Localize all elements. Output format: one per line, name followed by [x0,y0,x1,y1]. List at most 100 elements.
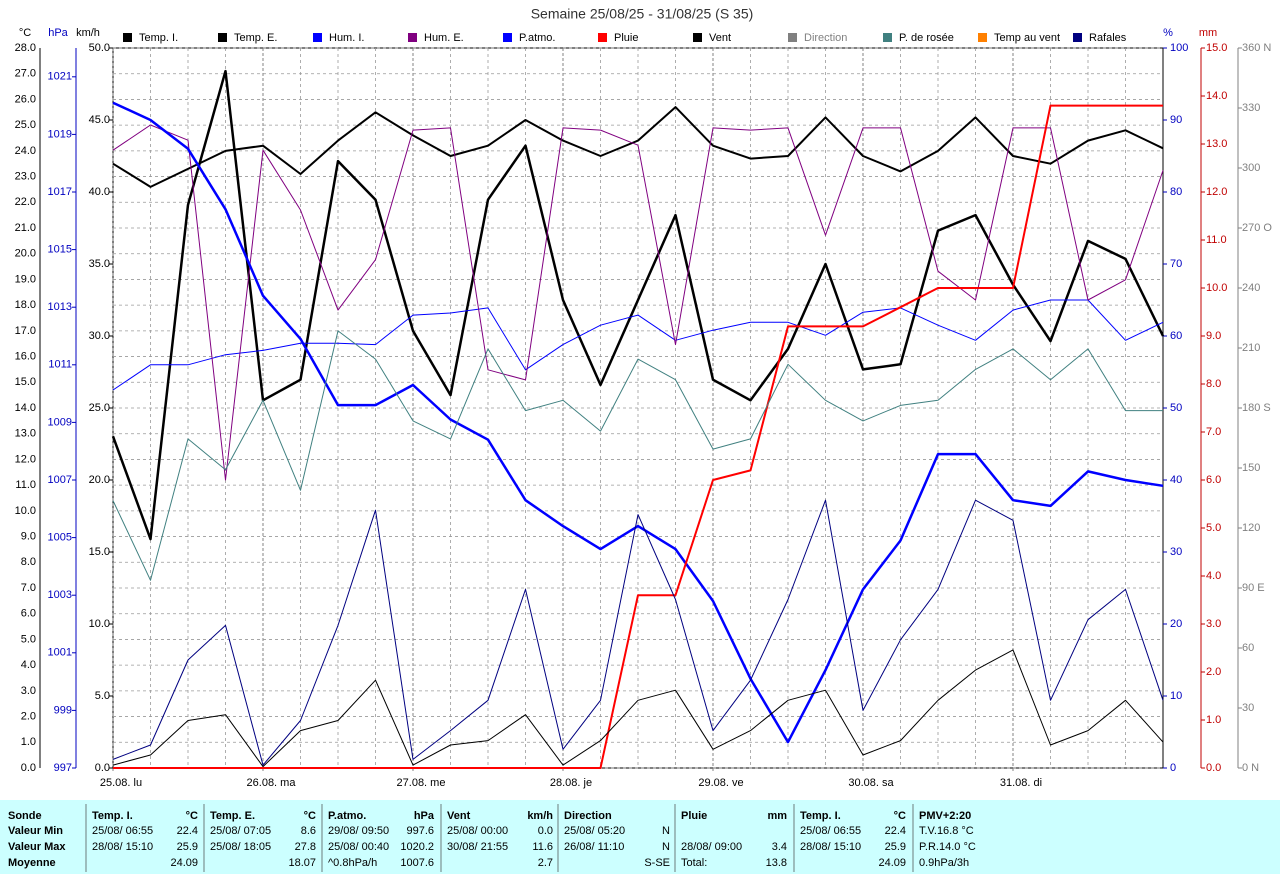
y-tick-label: 22.0 [15,196,36,208]
x-tick-label: 31.08. di [1000,777,1042,789]
legend-label: Temp. E. [234,32,277,44]
cell: T.V.16.8 °C [919,825,974,837]
cell: 22.4 [885,825,906,837]
y-tick-label: 2.0 [21,710,36,722]
cell: 1007.6 [400,857,434,869]
cell: 25.9 [885,841,906,853]
column-title: Temp. I. [800,810,841,822]
cell: 18.07 [288,857,316,869]
y-tick-label: 11.0 [15,479,36,491]
y-tick-label: 5.0 [1206,522,1221,534]
x-tick-label: 25.08. lu [100,777,142,789]
y-tick-label: 0 N [1242,762,1259,774]
y-tick-label: 50.0 [89,42,110,54]
y-tick-label: 30 [1242,702,1254,714]
y-tick-label: 30.0 [89,330,110,342]
legend-swatch [1073,33,1082,42]
legend-label: P.atmo. [519,32,556,44]
y-tick-label: 25.0 [15,119,36,131]
y-tick-label: 1011 [48,359,72,371]
cell: 8.6 [301,825,316,837]
y-tick-label: 23.0 [15,170,36,182]
y-tick-label: 7.0 [21,582,36,594]
y-tick-label: 20.0 [89,474,110,486]
y-tick-label: 1015 [48,244,72,256]
series-line [112,101,1164,744]
chart-title: Semaine 25/08/25 - 31/08/25 (S 35) [531,6,754,22]
column-unit: °C [894,810,906,822]
y-tick-label: 1001 [48,647,72,659]
y-tick-label: 30 [1170,546,1182,558]
column-title: Vent [447,810,471,822]
legend-label: Direction [804,32,847,44]
y-tick-label: 8.0 [1206,378,1221,390]
y-tick-label: 80 [1170,186,1182,198]
y-tick-label: 18.0 [15,299,36,311]
axis-label: km/h [76,27,100,39]
series-line [113,104,1163,769]
y-tick-label: 8.0 [21,556,36,568]
cell: 25/08/ 18:05 [210,841,271,853]
column-title: Direction [564,810,612,822]
cell: 24.09 [878,857,906,869]
y-tick-label: 11.0 [1206,234,1227,246]
y-tick-label: 2.0 [1206,666,1221,678]
y-tick-label: 120 [1242,522,1260,534]
y-tick-label: 300 [1242,162,1260,174]
y-tick-label: 13.0 [1206,138,1227,150]
y-tick-label: 70 [1170,258,1182,270]
y-tick-label: 100 [1170,42,1188,54]
y-tick-label: 1.0 [1206,714,1221,726]
y-tick-label: 0.0 [21,762,36,774]
y-tick-label: 12.0 [15,453,36,465]
cell: 29/08/ 09:50 [328,825,389,837]
y-tick-label: 330 [1242,102,1260,114]
cell: 27.8 [295,841,316,853]
axis-label: °C [19,27,31,39]
y-tick-label: 90 [1170,114,1182,126]
y-tick-label: 210 [1242,342,1260,354]
y-tick-label: 60 [1242,642,1254,654]
y-tick-label: 0 [1170,762,1176,774]
y-tick-label: 4.0 [21,659,36,671]
legend-label: Hum. I. [329,32,364,44]
y-tick-label: 10.0 [1206,282,1227,294]
y-tick-label: 24.0 [15,145,36,157]
legend-label: Temp au vent [994,32,1060,44]
y-tick-label: 25.0 [89,402,110,414]
legend-label: Pluie [614,32,638,44]
y-tick-label: 1019 [48,128,72,140]
y-tick-label: 20 [1170,618,1182,630]
legend-swatch [788,33,797,42]
cell: 28/08/ 15:10 [92,841,153,853]
cell: 997.6 [406,825,434,837]
legend-label: Rafales [1089,32,1127,44]
cell: 30/08/ 21:55 [447,841,508,853]
y-tick-label: 5.0 [95,690,110,702]
cell: ^0.8hPa/h [328,857,377,869]
y-tick-label: 4.0 [1206,570,1221,582]
y-tick-label: 40.0 [89,186,110,198]
y-tick-label: 19.0 [15,273,36,285]
series-line [112,649,1164,768]
legend-label: Temp. I. [139,32,178,44]
y-tick-label: 1009 [48,416,72,428]
y-tick-label: 1003 [48,589,72,601]
y-tick-label: 360 N [1242,42,1271,54]
series-line [112,330,1163,581]
legend-swatch [693,33,702,42]
axis-label: % [1163,27,1173,39]
y-tick-label: 1017 [48,186,72,198]
x-tick-label: 28.08. je [550,777,592,789]
y-tick-label: 3.0 [21,685,36,697]
legend-swatch [883,33,892,42]
y-tick-label: 21.0 [15,222,36,234]
series-line [112,499,1164,766]
row-label: Valeur Min [8,825,63,837]
y-tick-label: 6.0 [21,608,36,620]
y-tick-label: 5.0 [21,633,36,645]
legend-swatch [123,33,132,42]
row-label: Sonde [8,810,42,822]
cell: S-SE [644,857,670,869]
